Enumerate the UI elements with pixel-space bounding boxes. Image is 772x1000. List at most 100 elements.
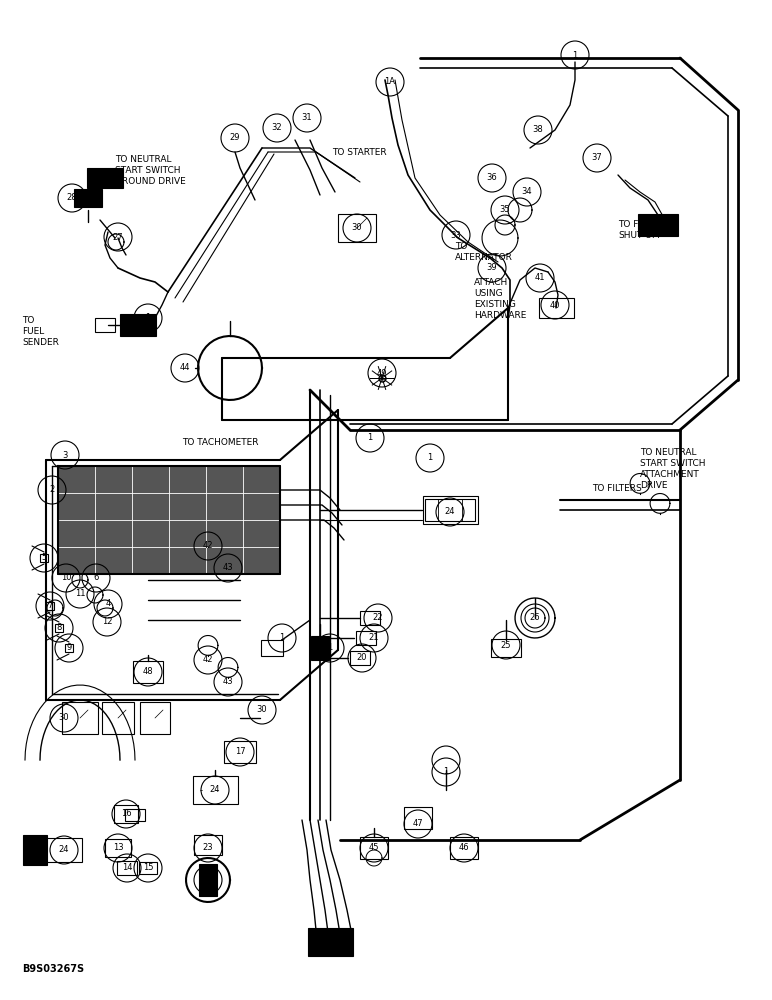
Text: 48: 48	[143, 668, 154, 676]
Text: 28: 28	[66, 194, 77, 202]
Bar	[311, 636, 329, 660]
Text: 1: 1	[327, 644, 333, 652]
Text: 2: 2	[49, 486, 55, 494]
Bar	[307, 928, 353, 956]
Text: 1A: 1A	[384, 78, 395, 87]
Text: 24: 24	[210, 786, 220, 794]
Text: 37: 37	[591, 153, 602, 162]
Text: 42: 42	[203, 656, 213, 664]
Text: 41: 41	[535, 273, 545, 282]
Bar	[338, 214, 376, 242]
Bar	[139, 862, 157, 874]
Text: 38: 38	[533, 125, 543, 134]
Bar	[404, 807, 432, 829]
Bar	[539, 298, 574, 318]
Bar	[491, 639, 521, 657]
Text: 32: 32	[272, 123, 283, 132]
Text: 36: 36	[486, 174, 497, 182]
Text: 34: 34	[522, 188, 533, 196]
Text: 1: 1	[145, 314, 151, 322]
Bar	[199, 864, 217, 896]
Bar	[133, 661, 163, 683]
Text: 11: 11	[75, 589, 85, 598]
Text: 23: 23	[203, 844, 213, 852]
Bar	[117, 861, 137, 875]
Text: 31: 31	[302, 113, 313, 122]
Text: 46: 46	[459, 844, 469, 852]
Bar	[46, 838, 82, 862]
Text: 30: 30	[352, 224, 362, 232]
Text: 16: 16	[120, 810, 131, 818]
Text: TO NEUTRAL
START SWITCH
ATTACHMENT
DRIVE: TO NEUTRAL START SWITCH ATTACHMENT DRIVE	[640, 448, 706, 490]
Text: TO FUEL
SHUT-OFF: TO FUEL SHUT-OFF	[618, 220, 662, 240]
Bar	[140, 702, 170, 734]
Bar	[23, 835, 47, 865]
Text: 33: 33	[451, 231, 462, 239]
Bar	[261, 640, 283, 656]
Text: 8: 8	[56, 624, 62, 633]
Bar	[87, 168, 123, 188]
Text: ATTACH
USING
EXISTING
HARDWARE: ATTACH USING EXISTING HARDWARE	[474, 278, 527, 320]
Bar	[422, 496, 478, 524]
Bar	[194, 835, 222, 855]
Bar	[125, 809, 145, 821]
Bar	[450, 837, 478, 859]
Text: 10: 10	[61, 574, 71, 582]
Text: 35: 35	[499, 206, 510, 215]
Text: TO TACHOMETER: TO TACHOMETER	[182, 438, 259, 447]
Text: 20: 20	[357, 654, 367, 662]
Text: 13: 13	[113, 844, 124, 852]
Text: 42: 42	[203, 542, 213, 550]
Text: 27: 27	[113, 232, 124, 241]
Bar	[95, 318, 115, 332]
Bar	[356, 631, 376, 645]
Text: 9: 9	[66, 644, 72, 652]
Text: 43: 43	[222, 678, 233, 686]
Text: 24: 24	[59, 846, 69, 854]
Text: 3: 3	[63, 450, 68, 460]
Bar	[62, 702, 98, 734]
Text: 40: 40	[550, 300, 560, 310]
Text: 39: 39	[486, 263, 497, 272]
Bar	[350, 651, 370, 665]
Text: 1: 1	[443, 768, 449, 776]
Bar	[192, 776, 238, 804]
Text: TO
ALTERNATOR: TO ALTERNATOR	[455, 242, 513, 262]
Text: 14: 14	[122, 863, 132, 872]
Text: 26: 26	[530, 613, 540, 622]
Bar	[105, 839, 131, 857]
Text: TO STARTER: TO STARTER	[332, 148, 387, 157]
Bar	[114, 805, 138, 823]
Bar	[425, 499, 475, 521]
Text: 29: 29	[230, 133, 240, 142]
Text: 1: 1	[572, 50, 577, 60]
Text: 18: 18	[203, 876, 213, 884]
Text: 30: 30	[59, 714, 69, 722]
Text: B9S03267S: B9S03267S	[22, 964, 84, 974]
Text: 49: 49	[377, 368, 388, 377]
Text: 44: 44	[180, 363, 190, 372]
Text: 21: 21	[369, 634, 379, 643]
Text: 15: 15	[143, 863, 154, 872]
Text: 7: 7	[47, 601, 52, 610]
Bar	[120, 314, 156, 336]
Text: 45: 45	[369, 844, 379, 852]
Text: TO
FUEL
SENDER: TO FUEL SENDER	[22, 316, 59, 347]
Bar	[58, 466, 280, 574]
Text: 1: 1	[428, 454, 432, 462]
Text: 1: 1	[279, 634, 285, 643]
Text: TO FILTERS: TO FILTERS	[592, 484, 642, 493]
Text: 24: 24	[445, 508, 455, 516]
Bar	[360, 837, 388, 859]
Bar	[102, 702, 134, 734]
Text: 17: 17	[235, 748, 245, 756]
Text: 43: 43	[222, 564, 233, 572]
Text: 4: 4	[105, 599, 110, 608]
Text: TO NEUTRAL
START SWITCH
GROUND DRIVE: TO NEUTRAL START SWITCH GROUND DRIVE	[115, 155, 186, 186]
Text: 12: 12	[102, 617, 112, 626]
Text: 5: 5	[42, 554, 46, 562]
Bar	[638, 214, 678, 236]
Bar	[360, 611, 380, 625]
Text: 6: 6	[93, 574, 99, 582]
Text: 30: 30	[256, 706, 267, 714]
